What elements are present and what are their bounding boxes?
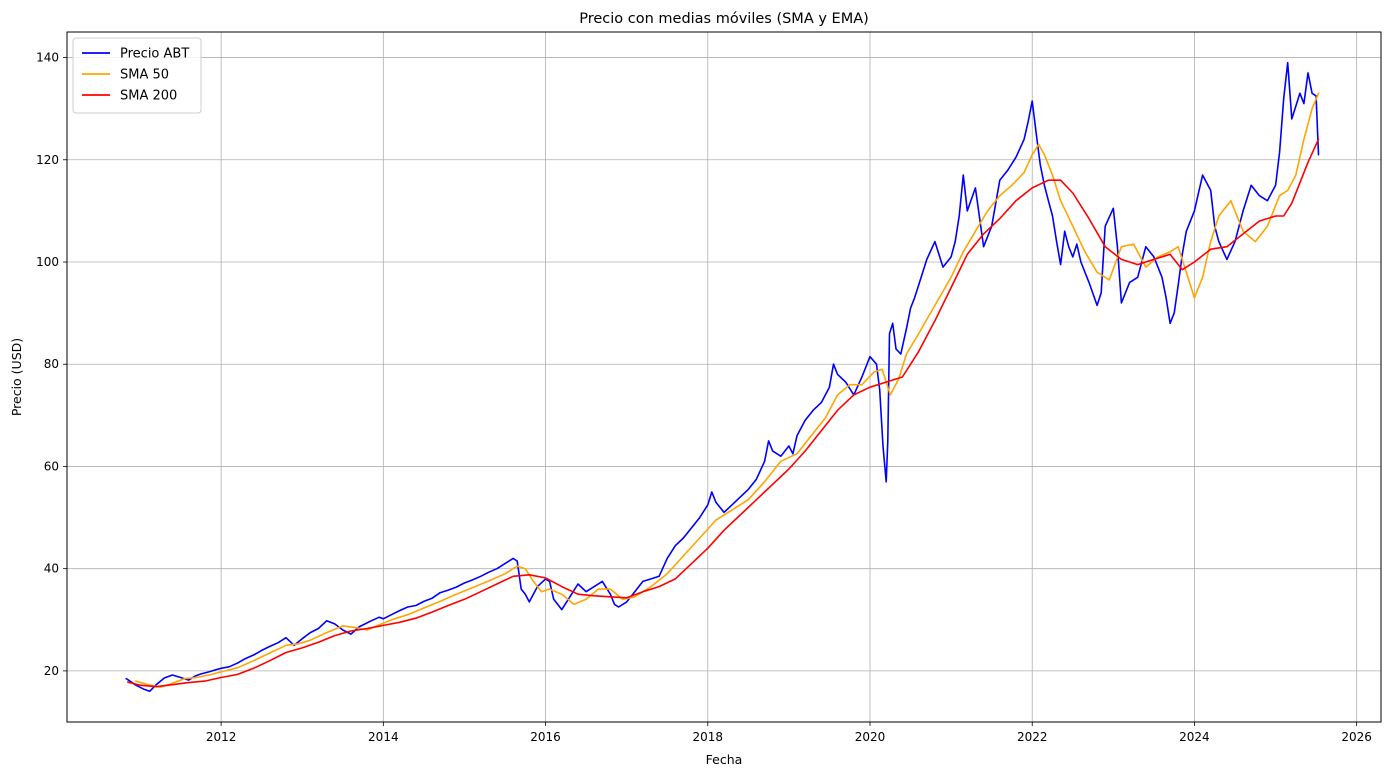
plot-frame [66,31,1382,723]
y-tick-label: 120 [36,153,59,167]
x-tick-label: 2014 [368,730,399,744]
x-tick-label: 2020 [855,730,886,744]
y-tick-label: 140 [36,51,59,65]
series-layer [125,61,1320,693]
legend-entry: SMA 50 [120,68,169,83]
series-line-sma-200 [127,138,1320,688]
y-axis: 20 40 60 80 100 120 140 [36,51,67,678]
x-axis: 2012 2014 2016 2018 2020 2022 2024 2026 [206,722,1372,744]
legend-entry: Precio ABT [120,47,189,62]
y-tick-label: 60 [44,459,59,473]
x-tick-label: 2016 [530,730,561,744]
y-tick-label: 100 [36,255,59,269]
series-line-sma-50 [135,92,1320,689]
x-tick-label: 2022 [1017,730,1048,744]
x-tick-label: 2024 [1179,730,1210,744]
y-tick-label: 80 [44,357,59,371]
legend: Precio ABT SMA 50 SMA 200 [72,37,202,114]
y-tick-label: 20 [44,664,59,678]
legend-entry: SMA 200 [120,89,177,104]
chart-title: Precio con medias móviles (SMA y EMA) [579,11,869,27]
x-tick-label: 2026 [1341,730,1372,744]
x-tick-label: 2018 [693,730,724,744]
y-axis-label: Precio (USD) [9,338,24,416]
x-axis-label: Fecha [706,752,743,767]
y-tick-label: 40 [44,562,59,576]
grid [67,32,1381,722]
series-line-precio-abt [125,61,1320,693]
x-tick-label: 2012 [206,730,237,744]
